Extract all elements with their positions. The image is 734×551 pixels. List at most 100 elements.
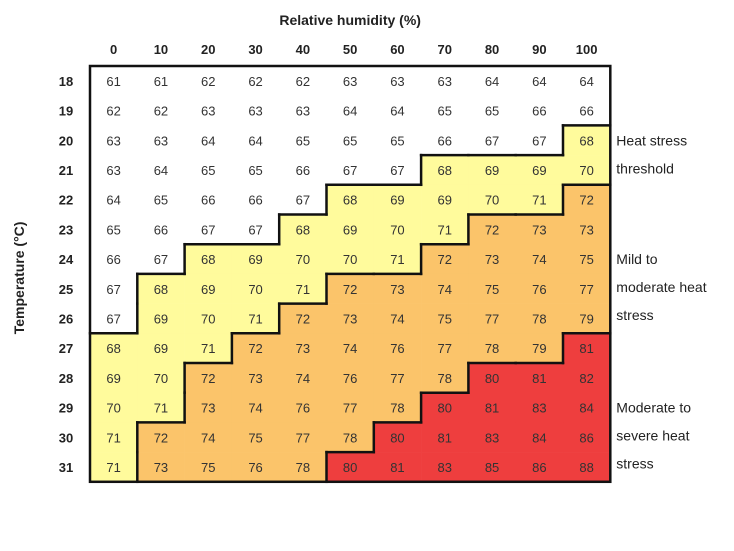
- heatmap-cell: [90, 155, 138, 186]
- heatmap-cell: [563, 363, 611, 393]
- cell-value: 68: [201, 252, 215, 267]
- heatmap-cell: [231, 184, 280, 215]
- cell-value: 73: [485, 252, 499, 267]
- cell-value: 70: [485, 193, 499, 208]
- cell-value: 82: [579, 371, 593, 386]
- heatmap-cell: [326, 125, 375, 156]
- heatmap-cell: [515, 155, 564, 186]
- cell-value: 66: [201, 193, 215, 208]
- heatmap-cell: [421, 66, 469, 96]
- heatmap-cell: [90, 95, 138, 126]
- cell-value: 67: [532, 133, 546, 148]
- cell-value: 66: [154, 222, 168, 237]
- heatmap-cell: [231, 452, 280, 483]
- heatmap-cell: [326, 95, 375, 126]
- x-tick-label: 60: [390, 42, 404, 57]
- cell-value: 62: [154, 104, 168, 119]
- heatmap-cell: [137, 273, 185, 304]
- heatmap-cell: [326, 273, 375, 304]
- heatmap-cell: [279, 214, 327, 245]
- heatmap-cell: [279, 333, 327, 364]
- x-tick-label: 90: [532, 42, 546, 57]
- heatmap-cell: [184, 392, 233, 423]
- cell-value: 79: [579, 311, 593, 326]
- cell-value: 70: [390, 222, 404, 237]
- cell-value: 83: [438, 460, 452, 475]
- heatmap-cell: [137, 66, 185, 96]
- cell-value: 63: [248, 104, 262, 119]
- cell-value: 65: [343, 133, 357, 148]
- heatmap-cell: [468, 273, 516, 304]
- heatmap-cell: [279, 363, 327, 393]
- cell-value: 64: [390, 104, 404, 119]
- cell-value: 64: [248, 133, 262, 148]
- heatmap-cell: [279, 66, 327, 96]
- cell-value: 74: [296, 371, 310, 386]
- cell-value: 73: [579, 222, 593, 237]
- cell-value: 67: [343, 163, 357, 178]
- cell-value: 74: [390, 311, 404, 326]
- heatmap-cell: [468, 363, 516, 393]
- heatmap-cell: [373, 273, 422, 304]
- heatmap-cell: [563, 303, 611, 334]
- cell-value: 80: [343, 460, 357, 475]
- heatmap-cell: [279, 125, 327, 156]
- heatmap-cell: [468, 184, 516, 215]
- cell-value: 64: [106, 193, 120, 208]
- cell-value: 67: [106, 282, 120, 297]
- heatmap-cell: [515, 422, 564, 453]
- cell-value: 71: [248, 311, 262, 326]
- cell-value: 70: [579, 163, 593, 178]
- cell-value: 62: [296, 74, 310, 89]
- cell-value: 74: [248, 401, 262, 416]
- heatmap-cell: [184, 363, 233, 393]
- cell-value: 71: [438, 222, 452, 237]
- y-tick-label: 23: [59, 222, 73, 237]
- cell-value: 68: [579, 133, 593, 148]
- cell-value: 80: [390, 430, 404, 445]
- heatmap-cell: [515, 333, 564, 364]
- cell-value: 68: [154, 282, 168, 297]
- cells-layer: [90, 66, 611, 483]
- cell-value: 71: [154, 401, 168, 416]
- zone-label: stress: [616, 307, 653, 323]
- heatmap-cell: [373, 333, 422, 364]
- heatmap-cell: [468, 95, 516, 126]
- y-tick-label: 28: [59, 371, 73, 386]
- y-tick-label: 31: [59, 460, 73, 475]
- heatmap-cell: [563, 452, 611, 483]
- heatmap-cell: [421, 392, 469, 423]
- cell-value: 75: [579, 252, 593, 267]
- cell-value: 74: [201, 430, 215, 445]
- cell-value: 69: [438, 193, 452, 208]
- x-tick-label: 30: [248, 42, 262, 57]
- heatmap-cell: [373, 125, 422, 156]
- heatmap-cell: [137, 363, 185, 393]
- y-tick-label: 24: [59, 252, 74, 267]
- heatmap-cell: [90, 303, 138, 334]
- cell-value: 68: [106, 341, 120, 356]
- cell-value: 63: [343, 74, 357, 89]
- heatmap-cell: [515, 303, 564, 334]
- cell-value: 65: [485, 104, 499, 119]
- cell-value: 84: [579, 401, 593, 416]
- heatmap-cell: [468, 155, 516, 186]
- heatmap-cell: [373, 184, 422, 215]
- cell-value: 73: [532, 222, 546, 237]
- x-tick-label: 0: [110, 42, 117, 57]
- heatmap-cell: [515, 244, 564, 275]
- heatmap-cell: [231, 214, 280, 245]
- heatmap-cell: [184, 273, 233, 304]
- heatmap-cell: [326, 422, 375, 453]
- heatmap-cell: [137, 333, 185, 364]
- heatmap-cell: [279, 392, 327, 423]
- heatmap-cell: [326, 155, 375, 186]
- heatmap-cell: [231, 333, 280, 364]
- heatmap-cell: [279, 452, 327, 483]
- cell-value: 62: [248, 74, 262, 89]
- y-tick-label: 21: [59, 163, 73, 178]
- cell-value: 63: [106, 133, 120, 148]
- heatmap-cell: [373, 392, 422, 423]
- heatmap-cell: [421, 452, 469, 483]
- cell-value: 83: [485, 430, 499, 445]
